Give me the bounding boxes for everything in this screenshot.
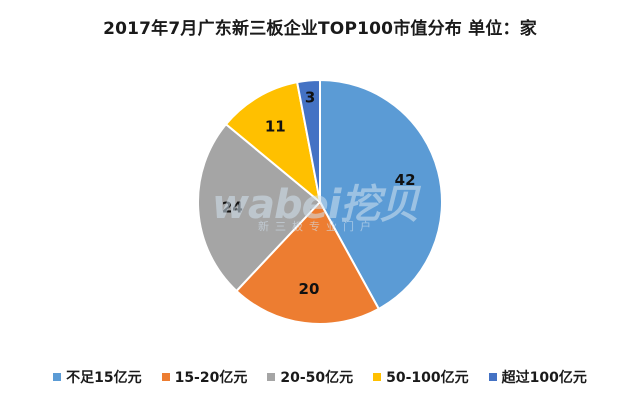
legend-label-4: 50-100亿元 (386, 370, 469, 386)
legend-swatch-4 (373, 373, 382, 381)
legend-swatch-2 (161, 373, 170, 381)
chart-legend: 不足15亿元 15-20亿元 20-50亿元 50-100亿元 超过100亿元 (0, 367, 640, 387)
legend-label-5: 超过100亿元 (501, 370, 587, 386)
slice-value-label-2: 20 (299, 280, 320, 298)
pie-slice-4 (224, 80, 322, 205)
legend-item-1: 不足15亿元 (53, 367, 142, 387)
slice-value-label-4: 11 (265, 117, 286, 135)
legend-item-4: 50-100亿元 (373, 367, 469, 387)
pie-slice-3 (197, 122, 322, 293)
legend-swatch-5 (488, 373, 497, 381)
legend-item-3: 20-50亿元 (267, 367, 353, 387)
pie-slice-2 (235, 200, 381, 325)
slice-value-label-5: 3 (305, 89, 315, 107)
chart-title: 2017年7月广东新三板企业TOP100市值分布 单位：家 (103, 19, 537, 39)
legend-swatch-3 (267, 373, 276, 381)
pie-slice-1 (319, 78, 443, 311)
slice-value-label-3: 24 (222, 199, 243, 217)
pie-slice-5 (295, 78, 321, 203)
legend-item-2: 15-20亿元 (161, 367, 248, 387)
legend-label-1: 不足15亿元 (66, 370, 142, 386)
slice-value-label-1: 42 (395, 171, 416, 189)
legend-label-2: 15-20亿元 (174, 370, 248, 386)
legend-item-5: 超过100亿元 (488, 367, 587, 387)
legend-label-3: 20-50亿元 (280, 370, 354, 386)
legend-swatch-1 (53, 373, 62, 381)
